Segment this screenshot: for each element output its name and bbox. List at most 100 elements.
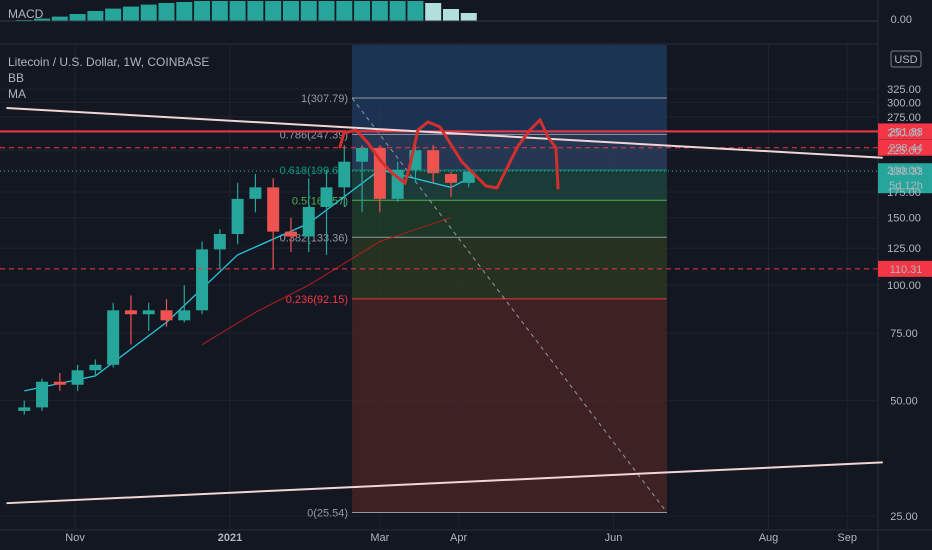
candle-body [53, 381, 66, 385]
fib-zone-top [352, 45, 667, 99]
price-axis-tick-label: 325.00 [887, 84, 921, 96]
macd-histogram-bar [460, 13, 477, 21]
macd-histogram-bar [140, 4, 157, 21]
currency-badge-border [890, 50, 922, 68]
macd-histogram-bar [442, 9, 459, 21]
macd-histogram-bar [69, 14, 86, 21]
macd-histogram-bar [51, 16, 68, 21]
macd-histogram-bar [300, 1, 317, 21]
fib-trend-line [351, 97, 668, 513]
price-level-tag: 110.31 [890, 264, 923, 276]
price-axis-tick-label: 150.00 [887, 213, 921, 225]
price-tag-background [878, 139, 932, 156]
macd-histogram-bar [211, 1, 228, 21]
macd-histogram-bar [176, 2, 193, 21]
time-axis-label: Apr [450, 532, 467, 544]
fib-zone [352, 298, 667, 513]
bb-indicator-label: BB [8, 71, 25, 85]
price-tag-background [878, 123, 932, 140]
time-axis-label: Mar [370, 532, 389, 544]
candle-body [444, 174, 457, 183]
candle-body [391, 169, 404, 199]
candle-body [142, 310, 155, 315]
candle-body [284, 231, 297, 237]
fib-zone [352, 237, 667, 299]
candle-body [124, 310, 137, 315]
fib-level-label: 0.5(166.57) [292, 195, 348, 207]
last-price-label: 198.33 [889, 166, 923, 178]
fib-level-label: 0.618(199.67) [280, 165, 349, 177]
macd-histogram-bar [371, 1, 388, 21]
price-axis-tick-label: 100.00 [887, 280, 921, 292]
time-axis-label: Aug [759, 532, 779, 544]
chart-legend: Litecoin / U.S. Dollar, 1W, COINBASE BB … [8, 54, 209, 102]
macd-histogram-bar [122, 6, 139, 21]
price-tag-background [878, 260, 932, 277]
candle-body [160, 310, 173, 321]
macd-histogram-bar [158, 3, 175, 21]
fib-level-label: 0.236(92.15) [286, 294, 348, 306]
bar-countdown-label: 5d 12h [889, 180, 923, 192]
ma-indicator-label: MA [8, 87, 26, 101]
fib-level-label: 1(307.79) [301, 93, 348, 105]
macd-histogram-bar [407, 1, 424, 21]
macd-histogram-bar [336, 1, 353, 21]
candle-body [249, 187, 262, 199]
fib-zone [352, 98, 667, 135]
macd-histogram-bar [87, 11, 104, 21]
price-axis-tick-label: 225.00 [887, 145, 921, 157]
time-axis-label: Jun [605, 532, 623, 544]
macd-histogram-bar [247, 1, 264, 21]
candle-body [356, 148, 369, 162]
price-axis-tick-label: 75.00 [890, 328, 918, 340]
candle-body [267, 187, 280, 232]
macd-histogram-bar [194, 1, 211, 21]
macd-histogram-bar [265, 1, 282, 21]
macd-histogram-bar [105, 8, 122, 21]
time-axis-label: 2021 [218, 532, 242, 544]
candle-body [178, 310, 191, 321]
fib-zone [352, 200, 667, 238]
symbol-title: Litecoin / U.S. Dollar, 1W, COINBASE [8, 55, 210, 69]
macd-histogram-bar [282, 1, 299, 21]
price-axis-tick-label: 300.00 [887, 97, 921, 109]
macd-histogram-bar [354, 1, 371, 21]
candle-body [71, 370, 84, 385]
candle-body [36, 381, 49, 408]
macd-histogram-bar [318, 1, 335, 21]
fib-level-label: 0(25.54) [307, 507, 348, 519]
candle-body [320, 187, 333, 207]
moving-average-line [201, 217, 452, 346]
price-axis-tick-label: 275.00 [887, 112, 921, 124]
candle-body [89, 364, 102, 371]
trend-line [6, 461, 883, 505]
candle-body [213, 234, 226, 250]
macd-histogram-bar [34, 18, 51, 21]
macd-histogram-bar [425, 3, 442, 21]
macd-label: MACD [8, 7, 44, 21]
price-axis-tick-label: 50.00 [890, 396, 918, 408]
macd-legend: MACD [8, 6, 43, 22]
price-axis-tick-label: 25.00 [890, 511, 918, 523]
candle-body [427, 150, 440, 174]
candle-body [18, 407, 31, 411]
price-axis-tick-label: 175.00 [887, 187, 921, 199]
candle-body [231, 198, 244, 235]
macd-histogram-bar [229, 1, 246, 21]
currency-badge[interactable]: USD [894, 54, 917, 66]
price-level-tag: 228.44 [889, 143, 923, 155]
time-axis-label: Sep [837, 532, 857, 544]
macd-zero-label: 0.00 [891, 14, 912, 26]
price-axis-tick-label: 200.00 [887, 165, 921, 177]
fib-zone [352, 170, 667, 201]
candle-body [338, 161, 351, 188]
price-axis-tick-label: 125.00 [887, 243, 921, 255]
candle-body [462, 171, 475, 183]
candle-body [196, 249, 209, 311]
macd-histogram-bar [389, 1, 406, 21]
candle-body [302, 206, 315, 237]
price-level-tag: 251.88 [889, 126, 923, 138]
candle-body [373, 148, 386, 199]
